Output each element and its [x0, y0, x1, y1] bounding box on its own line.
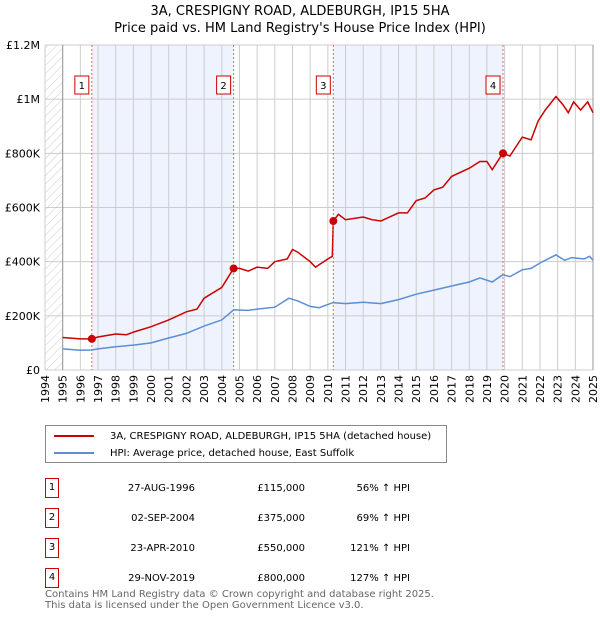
sales-table: 1 27-AUG-1996 £115,000 56% ↑ HPI 2 02-SEP… — [45, 473, 410, 593]
y-tick-label: £200K — [5, 310, 41, 323]
sale-hpi-change: 121% ↑ HPI — [350, 542, 410, 554]
legend-item-property: 3A, CRESPIGNY ROAD, ALDEBURGH, IP15 5HA … — [54, 429, 431, 443]
x-tick-label: 2022 — [534, 375, 547, 403]
x-tick-label: 2008 — [286, 375, 299, 403]
copyright-text: Contains HM Land Registry data © Crown c… — [45, 589, 434, 600]
sale-label-box — [216, 75, 232, 95]
x-tick-label: 2017 — [446, 375, 459, 403]
y-tick-label: £1.2M — [6, 39, 40, 52]
sale-label-box — [315, 75, 331, 95]
sale-price: £800,000 — [257, 572, 305, 584]
chart-legend: 3A, CRESPIGNY ROAD, ALDEBURGH, IP15 5HA … — [45, 425, 447, 463]
sale-number-badge: 3 — [45, 538, 59, 558]
x-tick-label: 1997 — [92, 375, 105, 403]
x-tick-label: 2021 — [516, 375, 529, 403]
x-tick-label: 2003 — [198, 375, 211, 403]
x-tick-label: 2000 — [145, 375, 158, 403]
x-tick-label: 1999 — [127, 375, 140, 403]
y-tick-label: £0 — [26, 364, 40, 377]
sale-number-badge: 1 — [45, 478, 59, 498]
legend-item-hpi: HPI: Average price, detached house, East… — [54, 446, 354, 460]
sale-row: 4 29-NOV-2019 £800,000 127% ↑ HPI — [45, 563, 410, 593]
sale-number-badge: 2 — [45, 508, 59, 528]
sale-date: 27-AUG-1996 — [127, 482, 195, 494]
sale-point — [87, 334, 96, 343]
x-tick-label: 2005 — [233, 375, 246, 403]
x-tick-label: 2002 — [180, 375, 193, 403]
x-tick-label: 2014 — [393, 375, 406, 403]
x-tick-label: 1995 — [57, 375, 70, 403]
footer: Contains HM Land Registry data © Crown c… — [45, 589, 434, 611]
sale-row: 2 02-SEP-2004 £375,000 69% ↑ HPI — [45, 503, 410, 533]
sale-label: 3 — [320, 81, 326, 92]
sale-hpi-change: 127% ↑ HPI — [350, 572, 410, 584]
x-tick-label: 2020 — [499, 375, 512, 403]
licence-text: This data is licensed under the Open Gov… — [45, 600, 364, 611]
sale-label-box — [485, 75, 501, 95]
x-tick-label: 2010 — [322, 375, 335, 403]
chart-title: 3A, CRESPIGNY ROAD, ALDEBURGH, IP15 5HA — [150, 4, 450, 19]
legend-label: 3A, CRESPIGNY ROAD, ALDEBURGH, IP15 5HA … — [110, 430, 432, 442]
legend-swatch-red — [54, 435, 94, 437]
hpi-line — [62, 254, 594, 351]
x-tick-label: 2001 — [163, 375, 176, 403]
sale-point — [329, 217, 338, 226]
sale-date: 29-NOV-2019 — [128, 572, 195, 584]
x-tick-label: 2004 — [216, 375, 229, 403]
sale-hpi-change: 56% ↑ HPI — [356, 482, 410, 494]
x-tick-label: 2018 — [463, 375, 476, 403]
x-tick-label: 2012 — [357, 375, 370, 403]
sale-label: 2 — [220, 81, 226, 92]
sale-date: 02-SEP-2004 — [131, 512, 195, 524]
sale-row: 3 23-APR-2010 £550,000 121% ↑ HPI — [45, 533, 410, 563]
chart-subtitle: Price paid vs. HM Land Registry's House … — [114, 21, 486, 36]
x-tick-label: 1998 — [110, 375, 123, 403]
x-tick-label: 2011 — [340, 375, 353, 403]
x-tick-label: 1996 — [74, 375, 87, 403]
sale-point — [229, 264, 238, 273]
y-tick-label: £600K — [5, 202, 41, 215]
legend-label: HPI: Average price, detached house, East… — [110, 447, 355, 459]
sale-hpi-change: 69% ↑ HPI — [356, 512, 410, 524]
sale-row: 1 27-AUG-1996 £115,000 56% ↑ HPI — [45, 473, 410, 503]
x-tick-label: 2019 — [481, 375, 494, 403]
sale-date: 23-APR-2010 — [130, 542, 195, 554]
price-chart: 1 2 3 4 1994 1995 1996 1997 1998 1999 2000 2001 2002… — [5, 39, 600, 403]
x-tick-label: 2006 — [251, 375, 264, 403]
y-tick-label: £400K — [5, 256, 41, 269]
x-tick-label: 1994 — [39, 375, 52, 403]
sale-point — [499, 149, 508, 158]
sale-price: £115,000 — [257, 482, 305, 494]
property-price-line — [62, 95, 594, 340]
sale-label: 1 — [79, 81, 85, 92]
x-tick-label: 2016 — [428, 375, 441, 403]
sale-label-box — [74, 75, 90, 95]
x-tick-label: 2023 — [552, 375, 565, 403]
sale-price: £550,000 — [257, 542, 305, 554]
sale-price: £375,000 — [257, 512, 305, 524]
x-tick-label: 2024 — [569, 375, 582, 403]
sale-number-badge: 4 — [45, 568, 59, 588]
x-tick-label: 2025 — [587, 375, 600, 403]
x-tick-label: 2015 — [410, 375, 423, 403]
y-tick-label: £800K — [5, 147, 41, 160]
y-tick-label: £1M — [17, 93, 41, 106]
sale-label: 4 — [490, 81, 496, 92]
x-tick-label: 2009 — [304, 375, 317, 403]
x-tick-label: 2013 — [375, 375, 388, 403]
legend-swatch-blue — [54, 452, 94, 454]
x-tick-label: 2007 — [269, 375, 282, 403]
